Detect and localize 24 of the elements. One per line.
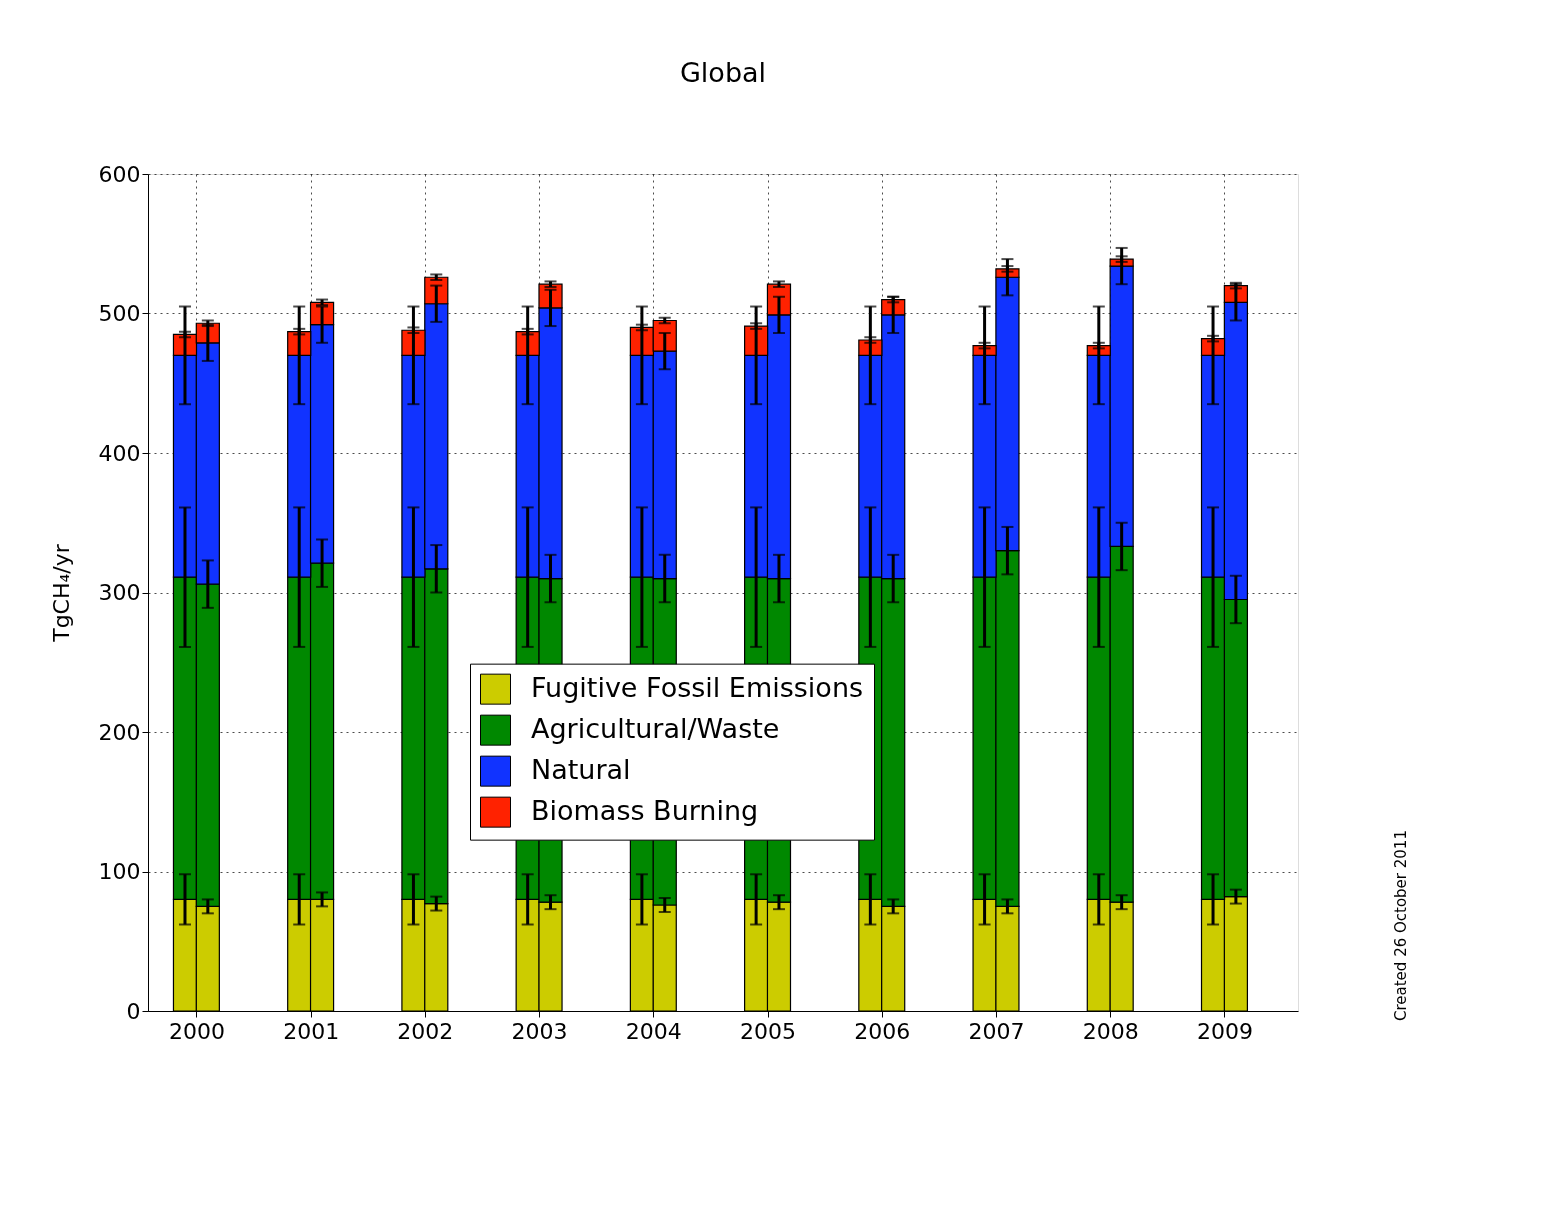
x-tick-label: 2001 xyxy=(283,1018,340,1044)
legend-label: Natural xyxy=(531,754,631,786)
y-tick-label: 400 xyxy=(98,440,141,466)
y-tick-label: 100 xyxy=(98,859,141,884)
x-tick-label: 2008 xyxy=(1082,1018,1139,1044)
y-tick-label: 500 xyxy=(98,301,141,326)
x-tick-label: 2004 xyxy=(625,1018,682,1044)
y-tick-label: 0 xyxy=(126,998,141,1024)
x-tick-label: 2002 xyxy=(397,1018,454,1044)
x-tick-label: 2003 xyxy=(511,1018,568,1044)
x-tick-label: 2007 xyxy=(968,1018,1025,1044)
x-tick-label: 2009 xyxy=(1196,1018,1253,1044)
text: Created 26 October 2011 xyxy=(1392,830,1410,1021)
y-axis-title: TgCH₄/yr xyxy=(48,543,74,643)
chart-title: Global xyxy=(679,57,767,88)
x-tick-label: 2005 xyxy=(740,1018,797,1044)
legend-label: Agricultural/Waste xyxy=(531,713,780,745)
legend-label: Biomass Burning xyxy=(531,795,759,827)
x-tick-label: 2000 xyxy=(168,1018,225,1044)
y-tick-label: 600 xyxy=(98,161,141,187)
y-tick-label: 300 xyxy=(98,580,141,605)
legend-label: Fugitive Fossil Emissions xyxy=(531,672,864,704)
y-tick-label: 200 xyxy=(98,719,141,745)
x-tick-label: 2006 xyxy=(854,1018,911,1044)
